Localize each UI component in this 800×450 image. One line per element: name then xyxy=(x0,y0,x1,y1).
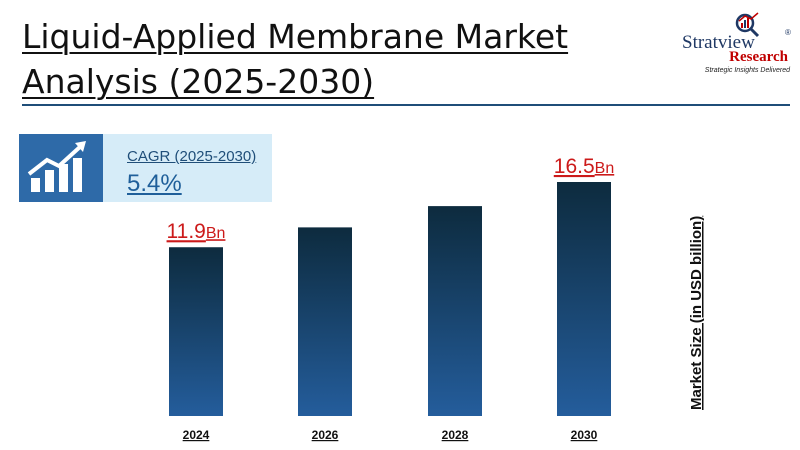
bar-2030 xyxy=(557,182,611,416)
x-tick-2028: 2028 xyxy=(442,428,469,442)
bar-2028 xyxy=(428,206,482,416)
x-tick-2024: 2024 xyxy=(183,428,210,442)
logo-registered-mark: ® xyxy=(785,28,791,37)
title-line-1: Liquid-Applied Membrane Market xyxy=(22,17,569,56)
logo-research: Research xyxy=(729,49,788,65)
cagr-card: CAGR (2025-2030) 5.4% xyxy=(19,134,272,202)
header-divider xyxy=(22,104,790,106)
x-tick-2026: 2026 xyxy=(312,428,339,442)
stratview-logo: Stratview ® Research Strategic Insights … xyxy=(670,12,792,82)
bar-2024 xyxy=(169,247,223,416)
logo-tagline: Strategic Insights Delivered xyxy=(704,67,790,74)
magnifier-chart-icon xyxy=(735,12,760,38)
bar-2026 xyxy=(298,227,352,416)
page-title: Liquid-Applied Membrane Market Analysis … xyxy=(22,14,568,104)
cagr-value: 5.4% xyxy=(127,170,182,197)
logo-brand: Stratview xyxy=(682,32,755,53)
growth-chart-icon xyxy=(19,134,103,202)
data-label-2024: 11.9Bn xyxy=(167,220,226,243)
cagr-label: CAGR (2025-2030) xyxy=(127,148,257,165)
title-line-2: Analysis (2025-2030) xyxy=(22,62,375,101)
y-axis-label: Market Size (in USD billion) xyxy=(688,216,705,410)
x-tick-2030: 2030 xyxy=(571,428,598,442)
data-label-2030: 16.5Bn xyxy=(554,155,614,178)
